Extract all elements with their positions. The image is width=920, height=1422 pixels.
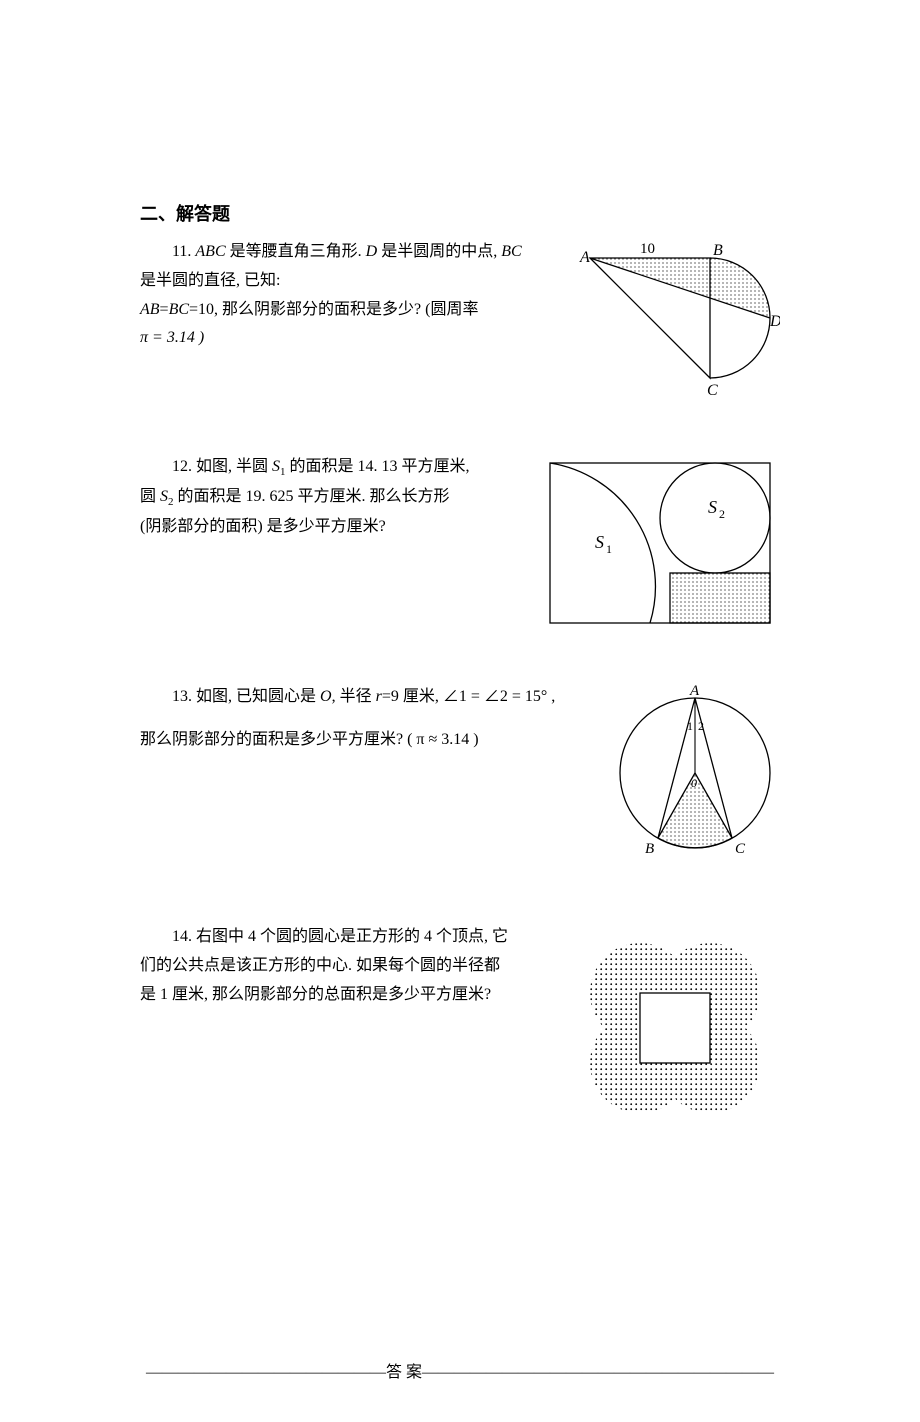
problem-11-text: 11. ABC 是等腰直角三角形. D 是半圆周的中点, BC 是半圆的直径, … (140, 238, 550, 353)
p14-t3: 是 1 厘米, 那么阴影部分的总面积是多少平方厘米? (140, 981, 550, 1010)
svg-text:10: 10 (640, 241, 655, 257)
problem-14-text: 14. 右图中 4 个圆的圆心是正方形的 4 个顶点, 它 们的公共点是该正方形… (140, 923, 550, 1009)
p13-t2: O (320, 688, 332, 705)
svg-text:C: C (735, 841, 746, 857)
p12-t8: 的面积是 19. 625 平方厘米. 那么长方形 (174, 488, 450, 505)
p11-t5: 是半圆周的中点, (377, 243, 501, 260)
p12-t6: S (160, 488, 168, 505)
svg-text:C: C (707, 382, 718, 398)
problem-13-text: 13. 如图, 已知圆心是 O, 半径 r=9 厘米, ∠1 = ∠2 = 15… (140, 683, 590, 755)
p11-t4: D (366, 243, 378, 260)
p11-t12: π = 3.14 ) (140, 329, 204, 346)
p14-t2: 们的公共点是该正方形的中心. 如果每个圆的半径都 (140, 952, 550, 981)
problem-14-figure (570, 923, 780, 1138)
p11-t3: 是等腰直角三角形. (226, 243, 366, 260)
svg-text:1: 1 (687, 719, 693, 733)
svg-text:B: B (713, 242, 723, 259)
svg-text:B: B (645, 841, 654, 857)
problem-13: 13. 如图, 已知圆心是 O, 半径 r=9 厘米, ∠1 = ∠2 = 15… (140, 683, 780, 873)
svg-text:S: S (595, 532, 604, 552)
problem-12-text: 12. 如图, 半圆 S1 的面积是 14. 13 平方厘米, 圆 S2 的面积… (140, 453, 520, 542)
problem-14: 14. 右图中 4 个圆的圆心是正方形的 4 个顶点, 它 们的公共点是该正方形… (140, 923, 780, 1138)
svg-text:2: 2 (698, 719, 704, 733)
problem-13-figure: A B C 1 2 0 (610, 683, 780, 873)
p14-t1: 14. 右图中 4 个圆的圆心是正方形的 4 个顶点, 它 (140, 923, 550, 952)
section-title: 二、解答题 (140, 200, 780, 226)
p13-t5: =9 厘米, ∠1 = ∠2 = 15° , (382, 688, 555, 705)
p12-t1: 12. 如图, 半圆 (172, 458, 272, 475)
p12-t9: (阴影部分的面积) 是多少平方厘米? (140, 513, 520, 542)
p11-t11: =10, 那么阴影部分的面积是多少? (圆周率 (189, 301, 478, 318)
p11-t9: = (160, 301, 169, 318)
p12-t5: 圆 (140, 488, 160, 505)
p13-t1: 13. 如图, 已知圆心是 (172, 688, 320, 705)
svg-text:A: A (689, 683, 700, 699)
p11-t10: BC (169, 301, 189, 318)
p12-t4: 的面积是 14. 13 平方厘米, (286, 458, 470, 475)
svg-text:D: D (769, 313, 780, 330)
p11-t7: 是半圆的直径, 已知: (140, 267, 550, 296)
problem-12: 12. 如图, 半圆 S1 的面积是 14. 13 平方厘米, 圆 S2 的面积… (140, 453, 780, 633)
p13-t6: 那么阴影部分的面积是多少平方厘米? ( π ≈ 3.14 ) (140, 726, 590, 755)
p12-t2: S (272, 458, 280, 475)
svg-text:A: A (579, 249, 590, 266)
svg-text:2: 2 (719, 507, 725, 521)
problem-12-figure: S 1 S 2 (540, 453, 780, 633)
svg-text:S: S (708, 497, 717, 517)
problem-11: 11. ABC 是等腰直角三角形. D 是半圆周的中点, BC 是半圆的直径, … (140, 238, 780, 403)
p11-t8: AB (140, 301, 160, 318)
svg-text:0: 0 (691, 776, 697, 790)
svg-text:1: 1 (606, 542, 612, 556)
document-page: 二、解答题 11. ABC 是等腰直角三角形. D 是半圆周的中点, BC 是半… (0, 0, 920, 1422)
problem-11-figure: A B C D 10 (570, 238, 780, 403)
p11-t1: 11. (172, 243, 195, 260)
p11-t2: ABC (195, 243, 225, 260)
p11-t6: BC (501, 243, 521, 260)
answer-divider: ———————————————答 案—————————————————————— (140, 1358, 780, 1382)
p13-t3: , 半径 (332, 688, 376, 705)
